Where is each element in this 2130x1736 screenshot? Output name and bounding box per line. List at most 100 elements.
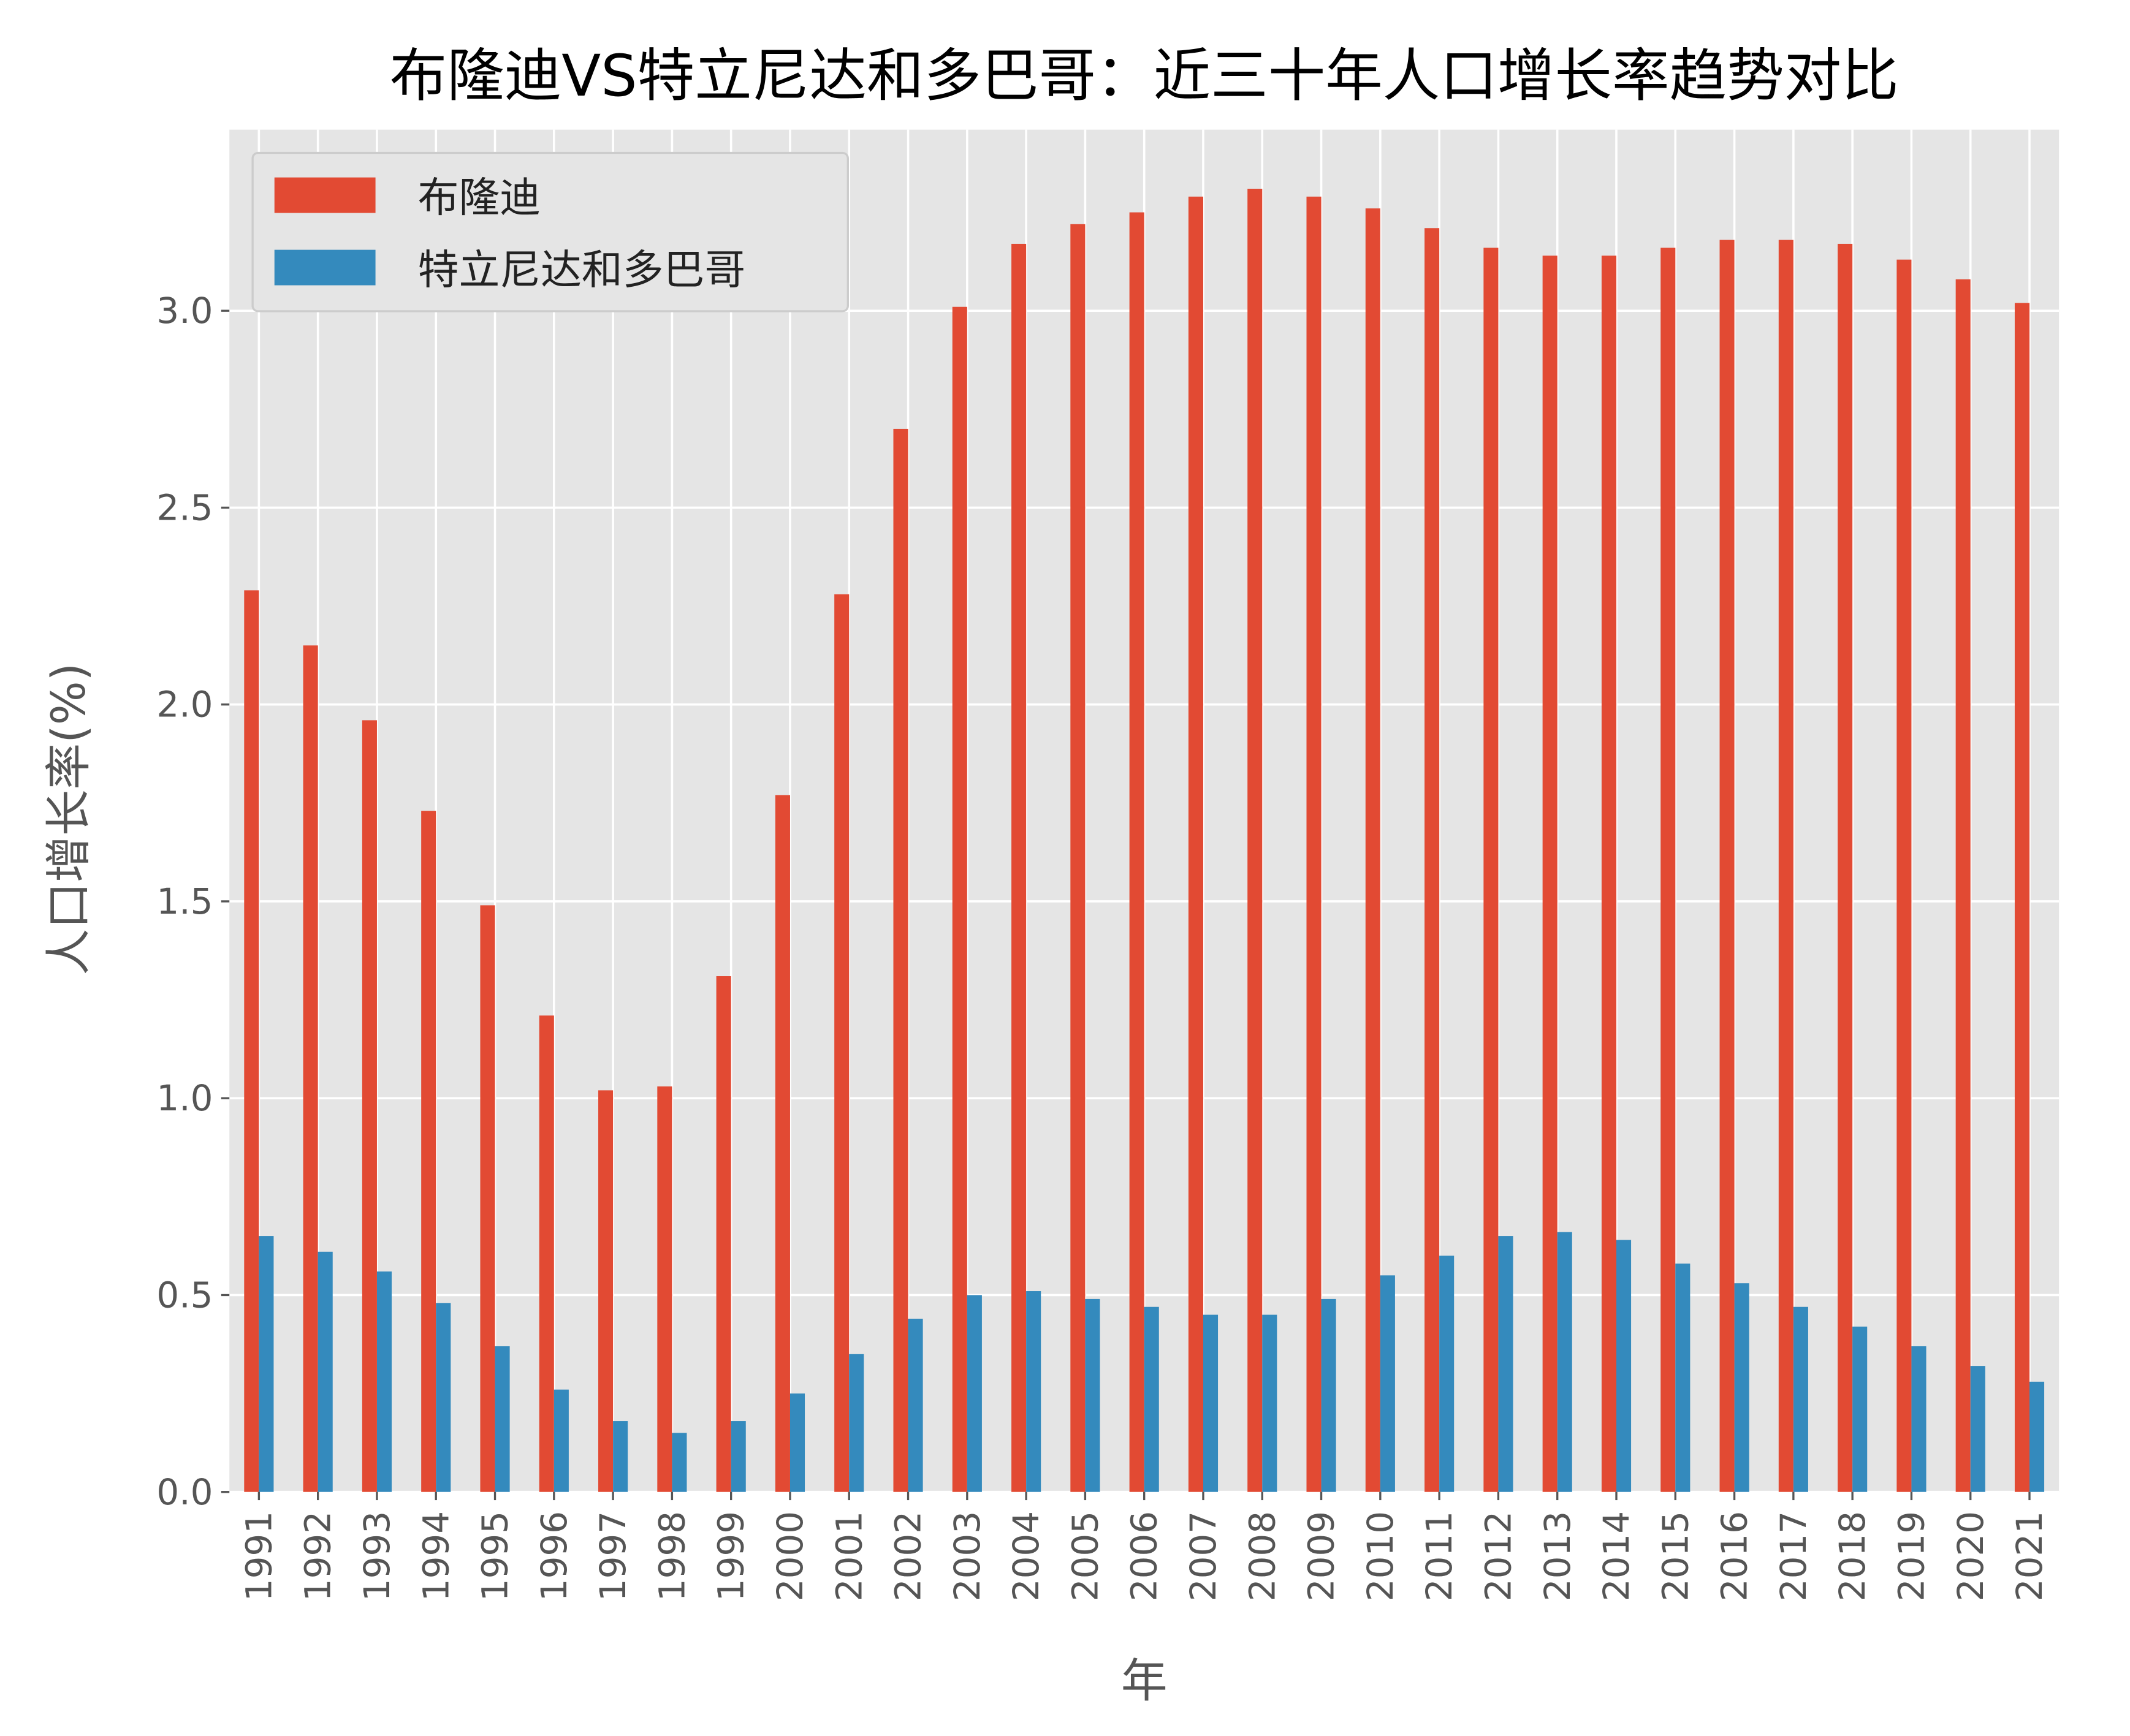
x-tick-label: 1993 [356, 1511, 398, 1601]
bar-trinidad-tobago-1997 [613, 1421, 628, 1492]
bar-burundi-1995 [480, 905, 495, 1492]
bar-burundi-1997 [598, 1090, 614, 1492]
y-axis-label: 人口增长率(%) [42, 663, 96, 976]
x-tick-label: 2015 [1654, 1511, 1696, 1601]
x-axis-label: 年 [1121, 1654, 1168, 1708]
x-tick-label: 2006 [1124, 1511, 1165, 1601]
bar-trinidad-tobago-1995 [495, 1346, 510, 1492]
bar-burundi-2003 [952, 306, 967, 1492]
bar-burundi-2004 [1011, 243, 1027, 1492]
bar-trinidad-tobago-2012 [1498, 1236, 1513, 1492]
bar-burundi-2015 [1660, 248, 1676, 1492]
bar-burundi-2019 [1896, 259, 1912, 1492]
x-axis-ticks: 1991 1992 1993 1994 1995 1996 1997 1998 1999 2000… [238, 1492, 2050, 1601]
bar-trinidad-tobago-2001 [849, 1354, 864, 1492]
bar-trinidad-tobago-1991 [259, 1236, 274, 1492]
legend: 布隆迪 特立尼达和多巴哥 [251, 151, 849, 313]
bar-trinidad-tobago-2011 [1439, 1256, 1455, 1492]
bar-trinidad-tobago-2021 [2029, 1381, 2045, 1492]
x-tick-label: 2013 [1537, 1511, 1578, 1601]
x-tick-label: 1995 [474, 1511, 516, 1601]
x-tick-label: 2005 [1064, 1511, 1106, 1601]
x-tick-label: 2009 [1301, 1511, 1342, 1601]
bar-burundi-2021 [2014, 303, 2030, 1492]
y-tick-label: 2.5 [156, 487, 213, 528]
bar-burundi-1994 [421, 811, 436, 1492]
legend-swatch-trinidad-tobago [274, 249, 376, 286]
bar-trinidad-tobago-2004 [1026, 1291, 1041, 1492]
bar-trinidad-tobago-2000 [789, 1393, 805, 1492]
bar-burundi-2013 [1542, 256, 1558, 1492]
bar-trinidad-tobago-2007 [1203, 1314, 1219, 1492]
bar-trinidad-tobago-2008 [1262, 1314, 1277, 1492]
bar-burundi-2016 [1719, 240, 1735, 1492]
bar-trinidad-tobago-2006 [1144, 1306, 1159, 1492]
bars [244, 188, 2045, 1492]
x-tick-label: 2011 [1418, 1511, 1460, 1601]
bar-burundi-1993 [362, 720, 377, 1492]
chart-title: 布隆迪VS特立尼达和多巴哥：近三十年人口增长率趋势对比 [390, 43, 1899, 110]
y-axis-ticks: 0.0 0.5 1.0 1.5 2.0 2.5 3.0 [156, 290, 230, 1513]
bar-trinidad-tobago-1992 [318, 1251, 333, 1492]
y-tick-label: 1.5 [156, 881, 213, 922]
bar-burundi-1998 [657, 1086, 672, 1492]
bar-burundi-2002 [893, 428, 908, 1492]
x-tick-label: 2007 [1182, 1511, 1224, 1601]
x-tick-label: 2020 [1950, 1511, 1991, 1601]
bar-burundi-2007 [1188, 196, 1203, 1492]
x-tick-label: 2016 [1714, 1511, 1755, 1601]
x-tick-label: 2017 [1773, 1511, 1814, 1601]
y-tick-label: 0.0 [156, 1471, 213, 1513]
bar-burundi-2017 [1778, 240, 1793, 1492]
bar-burundi-1996 [539, 1015, 554, 1492]
bar-burundi-2010 [1365, 208, 1380, 1492]
x-tick-label: 1994 [415, 1511, 457, 1601]
bar-trinidad-tobago-2005 [1085, 1298, 1100, 1492]
y-tick-label: 1.0 [156, 1077, 213, 1119]
bar-burundi-2001 [834, 594, 850, 1492]
bar-trinidad-tobago-2009 [1321, 1298, 1336, 1492]
bar-burundi-2014 [1601, 256, 1616, 1492]
bar-burundi-2005 [1070, 224, 1086, 1492]
x-tick-label: 1997 [592, 1511, 634, 1601]
x-tick-label: 1996 [533, 1511, 575, 1601]
bar-burundi-2000 [775, 795, 790, 1492]
bar-trinidad-tobago-2014 [1616, 1240, 1632, 1492]
x-tick-label: 2010 [1360, 1511, 1401, 1601]
x-tick-label: 2002 [888, 1511, 929, 1601]
bar-trinidad-tobago-2020 [1970, 1366, 1985, 1492]
legend-swatch-burundi [274, 177, 376, 213]
bar-trinidad-tobago-2013 [1557, 1232, 1572, 1492]
bar-burundi-2018 [1838, 243, 1853, 1492]
bar-burundi-1992 [303, 645, 318, 1492]
x-tick-label: 1991 [238, 1511, 280, 1601]
legend-box [251, 151, 849, 313]
x-tick-label: 1999 [710, 1511, 752, 1601]
x-tick-label: 2019 [1890, 1511, 1932, 1601]
bar-burundi-2012 [1483, 248, 1499, 1492]
bar-trinidad-tobago-2016 [1734, 1283, 1749, 1492]
x-tick-label: 2018 [1831, 1511, 1873, 1601]
bar-trinidad-tobago-2010 [1380, 1275, 1395, 1492]
x-tick-label: 2021 [2009, 1511, 2050, 1601]
bar-trinidad-tobago-2002 [908, 1319, 923, 1492]
x-tick-label: 2012 [1477, 1511, 1519, 1601]
x-tick-label: 2004 [1005, 1511, 1047, 1601]
bar-burundi-2006 [1129, 212, 1144, 1492]
y-tick-label: 0.5 [156, 1275, 213, 1316]
bar-trinidad-tobago-2003 [967, 1295, 982, 1492]
bar-burundi-2020 [1955, 279, 1971, 1492]
bar-trinidad-tobago-2018 [1852, 1326, 1868, 1492]
x-tick-label: 1992 [297, 1511, 339, 1601]
x-tick-label: 2000 [769, 1511, 811, 1601]
y-tick-label: 2.0 [156, 684, 213, 726]
bar-burundi-1991 [244, 590, 259, 1492]
legend-label-burundi: 布隆迪 [418, 173, 541, 221]
x-tick-label: 2014 [1596, 1511, 1637, 1601]
x-tick-label: 2003 [946, 1511, 988, 1601]
bar-trinidad-tobago-1998 [672, 1433, 687, 1492]
bar-burundi-2008 [1247, 188, 1263, 1492]
bar-trinidad-tobago-2015 [1675, 1264, 1691, 1492]
bar-burundi-2009 [1306, 196, 1322, 1492]
